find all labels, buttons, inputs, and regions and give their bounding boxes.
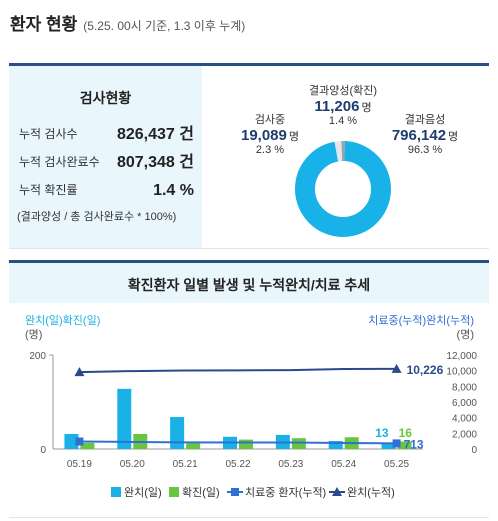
legend-label: 완치(일) — [124, 485, 162, 499]
donut-label-pct: 2.3 % — [255, 144, 285, 156]
left-axis-label: 완치(일)확진(일) — [25, 313, 100, 327]
trend-chart-panel: 확진환자 일별 발생 및 누적완치/치료 추세 완치(일)확진(일) (명) 치료중… — [9, 260, 489, 518]
legend-swatch — [111, 487, 121, 497]
bar-confirmed-daily — [397, 441, 412, 449]
bar-release-daily — [64, 433, 79, 449]
stat-label: 누적 검사수 — [19, 127, 78, 141]
care-cumulative-marker — [75, 437, 84, 446]
donut-label-value: 11,206 명 — [314, 98, 372, 115]
donut-label-testing: 검사중 19,089 명 2.3 % — [235, 111, 305, 156]
released-cumulative-marker — [74, 367, 85, 377]
x-tick-label: 05.25 — [384, 459, 409, 470]
stat-row-total-tests: 누적 검사수 826,437 건 — [19, 124, 194, 144]
right-tick-label: 10,000 — [446, 367, 477, 378]
stat-formula-note: (결과양성 / 총 검사완료수 * 100%) — [17, 211, 177, 223]
donut-segment — [295, 141, 391, 237]
legend-marker — [231, 488, 239, 496]
released-cumulative-line — [79, 367, 397, 374]
test-status-title: 검사현황 — [79, 90, 132, 106]
stat-value: 826,437 건 — [116, 126, 194, 143]
left-tick-label: 0 — [40, 445, 46, 456]
bar-release-daily — [328, 441, 343, 449]
right-tick-label: 0 — [471, 445, 477, 456]
chart-title-bar: 확진환자 일별 발생 및 누적완치/치료 추세 — [9, 263, 489, 303]
right-tick-label: 2,000 — [452, 429, 477, 440]
released-cumulative-marker — [391, 363, 402, 373]
right-tick-label: 4,000 — [452, 414, 477, 425]
legend-label: 치료중 환자(누적) — [245, 486, 326, 499]
test-status-box: 검사현황 누적 검사수 826,437 건 누적 검사완료수 807,348 건… — [9, 66, 202, 248]
bar-release-daily — [170, 417, 185, 449]
bar-confirmed-daily — [80, 442, 95, 449]
bar-release-daily — [381, 442, 396, 449]
x-tick-label: 05.24 — [331, 459, 356, 470]
x-tick-label: 05.20 — [120, 459, 145, 470]
right-axis-unit: (명) — [457, 328, 474, 341]
stat-row-completed-tests: 누적 검사완료수 807,348 건 — [19, 152, 194, 172]
data-label-released-cumulative: 10,226 — [407, 363, 444, 377]
care-cumulative-line — [79, 440, 397, 445]
test-result-donut — [295, 141, 391, 237]
x-tick-label: 05.19 — [67, 459, 92, 470]
legend-item: 치료중 환자(누적) — [227, 486, 326, 499]
right-tick-label: 12,000 — [446, 351, 477, 362]
legend-label: 확진(일) — [182, 485, 220, 499]
bar-confirmed-daily — [291, 438, 306, 449]
donut-label-pct: 96.3 % — [407, 144, 443, 156]
x-tick-label: 05.23 — [278, 459, 303, 470]
page-subtitle: (5.25. 00시 기준, 1.3 이후 누계) — [83, 19, 246, 33]
x-tick-label: 05.21 — [173, 459, 198, 470]
donut-label-name: 결과양성(확진) — [308, 85, 378, 97]
page-title: 환자 현황 — [10, 15, 78, 34]
donut-label-value: 796,142 명 — [391, 127, 459, 144]
donut-label-negative: 결과음성 796,142 명 96.3 % — [377, 111, 473, 156]
x-tick-label: 05.22 — [225, 459, 250, 470]
right-axis-label: 치료중(누적)완치(누적) — [368, 314, 474, 327]
donut-segment — [295, 141, 391, 237]
bar-confirmed-daily — [239, 439, 253, 449]
care-cumulative-marker — [392, 439, 401, 448]
left-axis-unit: (명) — [25, 328, 42, 341]
donut-label-positive: 결과양성(확진) 11,206 명 1.4 % — [303, 82, 383, 127]
data-label-confirmed-daily: 16 — [399, 426, 413, 440]
legend-marker — [332, 487, 342, 496]
donut-label-pct: 1.4 % — [328, 115, 358, 127]
bar-confirmed-daily — [186, 443, 201, 449]
divider — [9, 248, 489, 249]
trend-chart: 완치(일)확진(일)(명)치료중(누적)완치(누적)(명)200012,0001… — [25, 313, 477, 499]
test-status-panel: 검사현황 누적 검사수 826,437 건 누적 검사완료수 807,348 건… — [9, 63, 489, 248]
donut-label-name: 결과음성 — [404, 114, 446, 126]
right-tick-label: 6,000 — [452, 398, 477, 409]
legend-item: 완치(일) — [111, 485, 162, 499]
stat-label: 누적 확진률 — [19, 183, 78, 197]
bar-release-daily — [117, 388, 132, 449]
page-header: 환자 현황 (5.25. 00시 기준, 1.3 이후 누계) — [10, 10, 245, 34]
left-tick-label: 200 — [29, 351, 46, 362]
stat-row-positive-rate: 누적 확진률 1.4 % — [19, 180, 194, 200]
donut-label-name: 검사중 — [254, 114, 286, 126]
data-label-care-cumulative: 713 — [404, 437, 424, 451]
stat-label: 누적 검사완료수 — [19, 155, 100, 169]
stat-value: 807,348 건 — [116, 154, 194, 171]
right-tick-label: 8,000 — [452, 382, 477, 393]
data-label-release-daily: 13 — [375, 426, 389, 440]
stat-value: 1.4 % — [153, 182, 194, 199]
legend-item: 완치(누적) — [329, 486, 395, 499]
donut-label-value: 19,089 명 — [240, 127, 299, 144]
legend-item: 확진(일) — [169, 485, 220, 499]
legend-label: 완치(누적) — [347, 486, 395, 499]
chart-title: 확진환자 일별 발생 및 누적완치/치료 추세 — [127, 277, 371, 293]
legend-swatch — [169, 487, 179, 497]
